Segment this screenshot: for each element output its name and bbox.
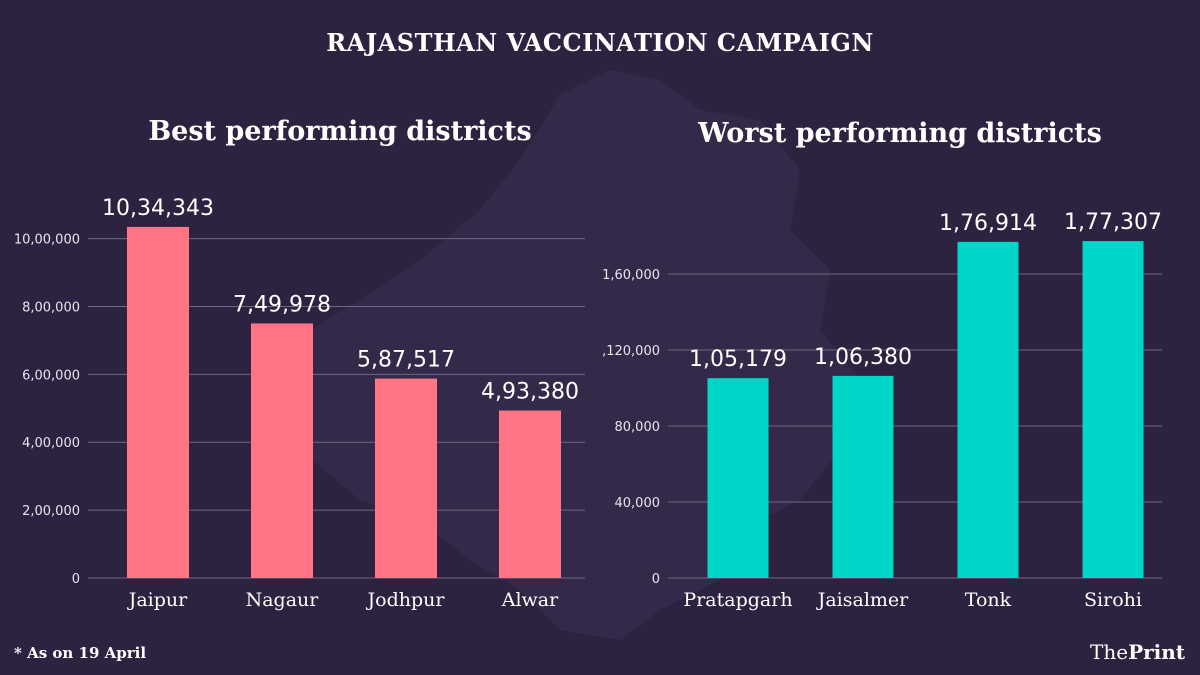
- y-tick-label: 40,000: [615, 496, 661, 511]
- category-label: Jaipur: [127, 589, 188, 611]
- bar-jaipur: [127, 226, 189, 579]
- bar-alwar: [499, 410, 561, 578]
- category-label: Nagaur: [246, 589, 320, 611]
- bar-pratapgarh: [707, 378, 769, 578]
- footnote: * As on 19 April: [14, 644, 147, 662]
- category-label: Jodhpur: [366, 589, 446, 611]
- bar-jodhpur: [375, 378, 437, 578]
- value-label: 4,93,380: [481, 380, 579, 405]
- y-tick-label: 80,000: [615, 420, 661, 435]
- value-label: 1,77,307: [1064, 210, 1162, 235]
- value-label: 7,49,978: [233, 292, 331, 317]
- value-label: 1,06,380: [814, 345, 912, 370]
- category-label: Jaisalmer: [816, 589, 909, 611]
- y-tick-label: 6,00,000: [22, 368, 80, 383]
- y-tick-label: 0: [72, 572, 80, 587]
- value-label: 5,87,517: [357, 348, 455, 373]
- category-label: Alwar: [501, 589, 559, 611]
- worst-districts-title: Worst performing districts: [698, 118, 1102, 149]
- y-tick-label: 0: [652, 572, 660, 587]
- y-tick-label: 10,00,000: [14, 233, 80, 248]
- y-tick-label: 2,00,000: [22, 504, 80, 519]
- y-tick-label: ,120,000: [602, 344, 660, 359]
- category-label: Pratapgarh: [683, 589, 792, 611]
- main-title: RAJASTHAN VACCINATION CAMPAIGN: [326, 28, 874, 57]
- category-label: Sirohi: [1084, 589, 1142, 611]
- bar-tonk: [957, 241, 1019, 578]
- theprint-logo: ThePrint: [1090, 640, 1186, 664]
- y-tick-label: 1,60,000: [602, 268, 660, 283]
- y-tick-label: 4,00,000: [22, 436, 80, 451]
- value-label: 10,34,343: [102, 196, 214, 221]
- bar-nagaur: [251, 323, 313, 578]
- bar-sirohi: [1082, 241, 1144, 578]
- value-label: 1,76,914: [939, 211, 1037, 236]
- bar-jaisalmer: [832, 375, 894, 578]
- best-districts-title: Best performing districts: [148, 116, 532, 147]
- value-label: 1,05,179: [689, 347, 787, 372]
- category-label: Tonk: [965, 589, 1012, 611]
- y-tick-label: 8,00,000: [22, 300, 80, 315]
